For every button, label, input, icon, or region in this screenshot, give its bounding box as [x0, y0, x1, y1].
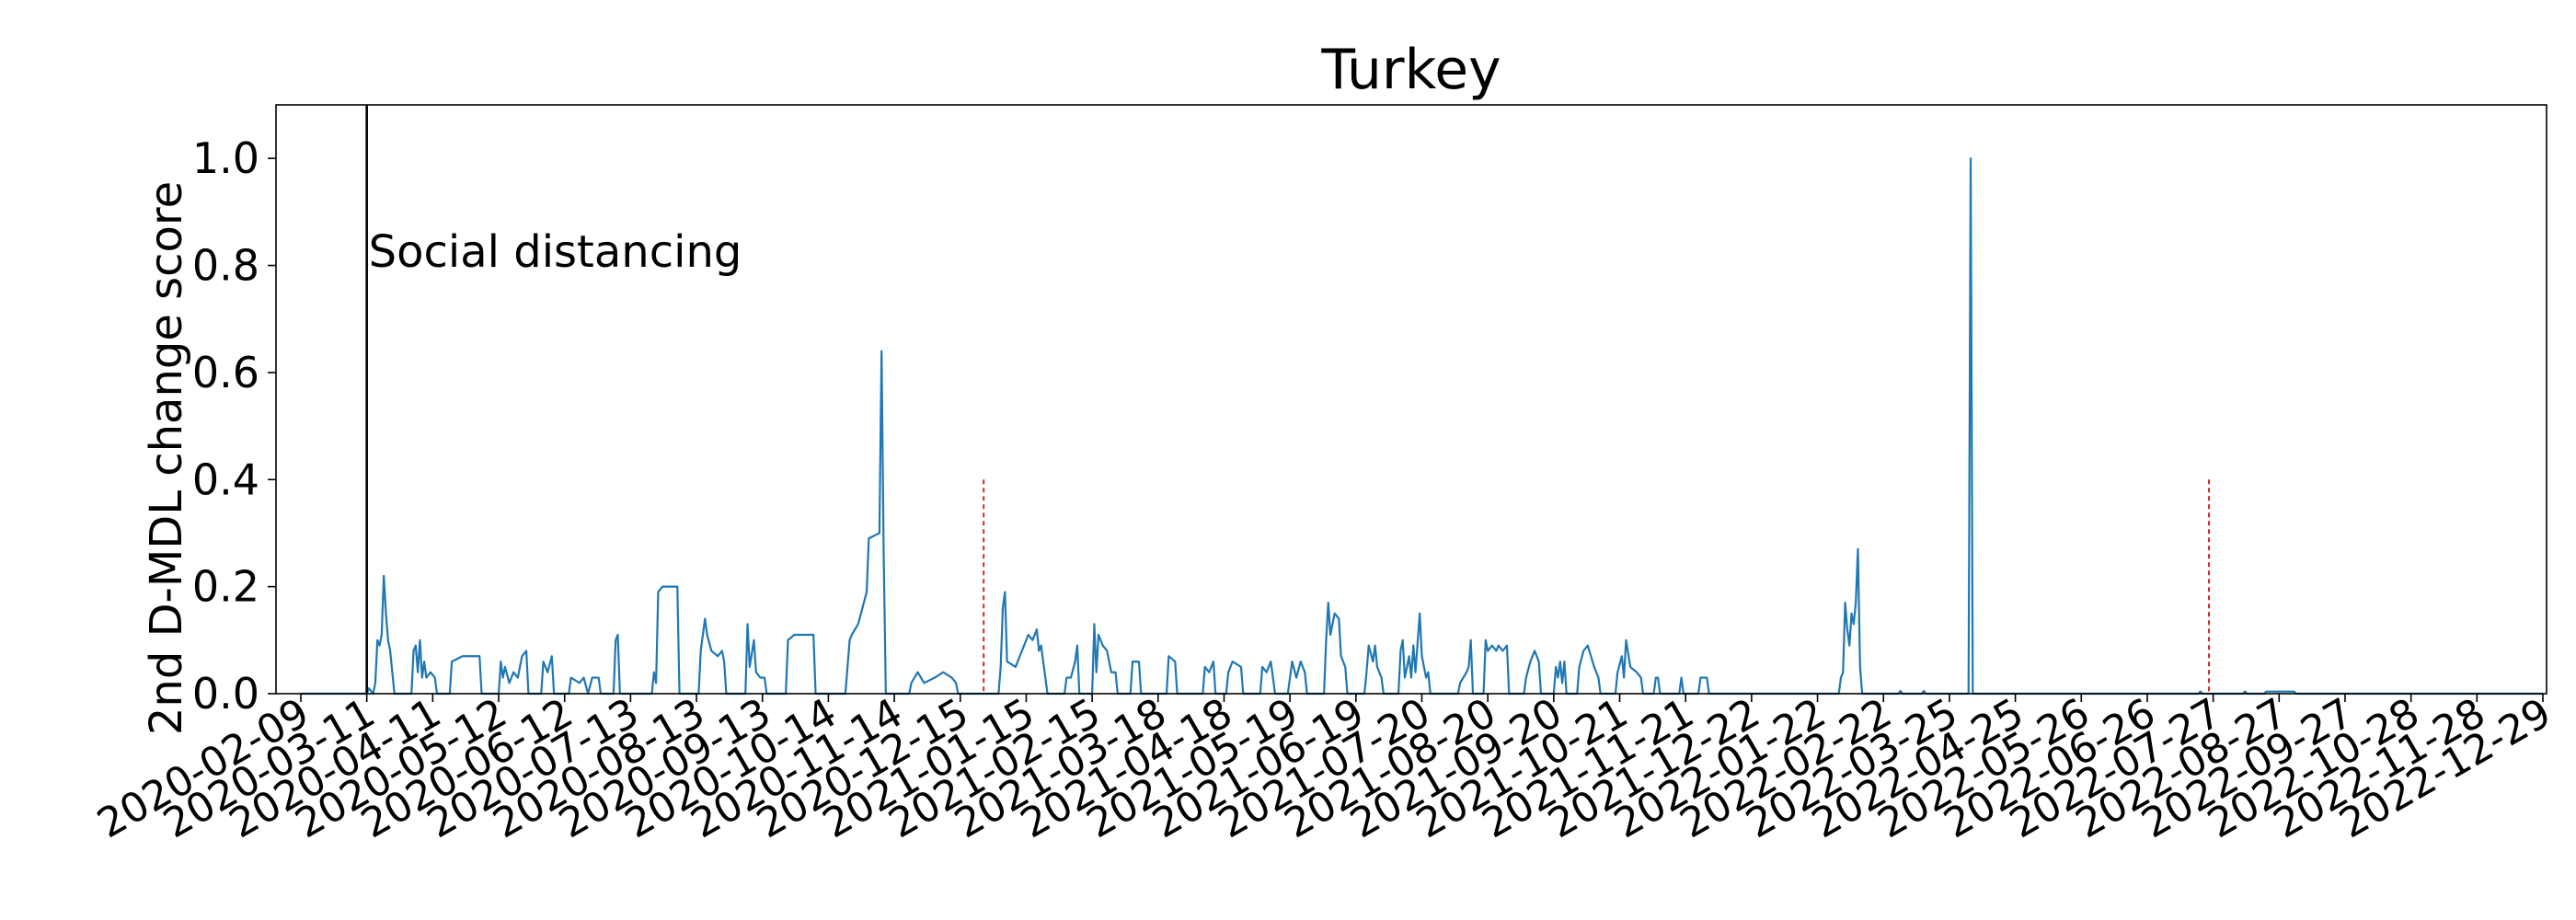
y-tick-label: 0.8 — [192, 241, 259, 291]
x-axis: 2020-02-092020-03-112020-04-112020-05-12… — [90, 689, 2559, 847]
marker-lines — [365, 105, 2210, 694]
y-axis: 0.0 0.2 0.4 0.6 0.8 1.0 — [192, 133, 276, 719]
chart-title: Turkey — [1320, 38, 1501, 102]
event-label-social-distancing: Social distancing — [369, 226, 742, 278]
y-tick-label: 0.4 — [192, 454, 259, 504]
y-tick-label: 0.6 — [192, 348, 259, 397]
y-axis-label: 2nd D-MDL change score — [141, 181, 192, 735]
y-tick-label: 0.2 — [192, 562, 259, 612]
y-tick-label: 1.0 — [192, 133, 259, 183]
plot-frame — [275, 104, 2547, 695]
y-tick-label: 0.0 — [192, 669, 259, 719]
